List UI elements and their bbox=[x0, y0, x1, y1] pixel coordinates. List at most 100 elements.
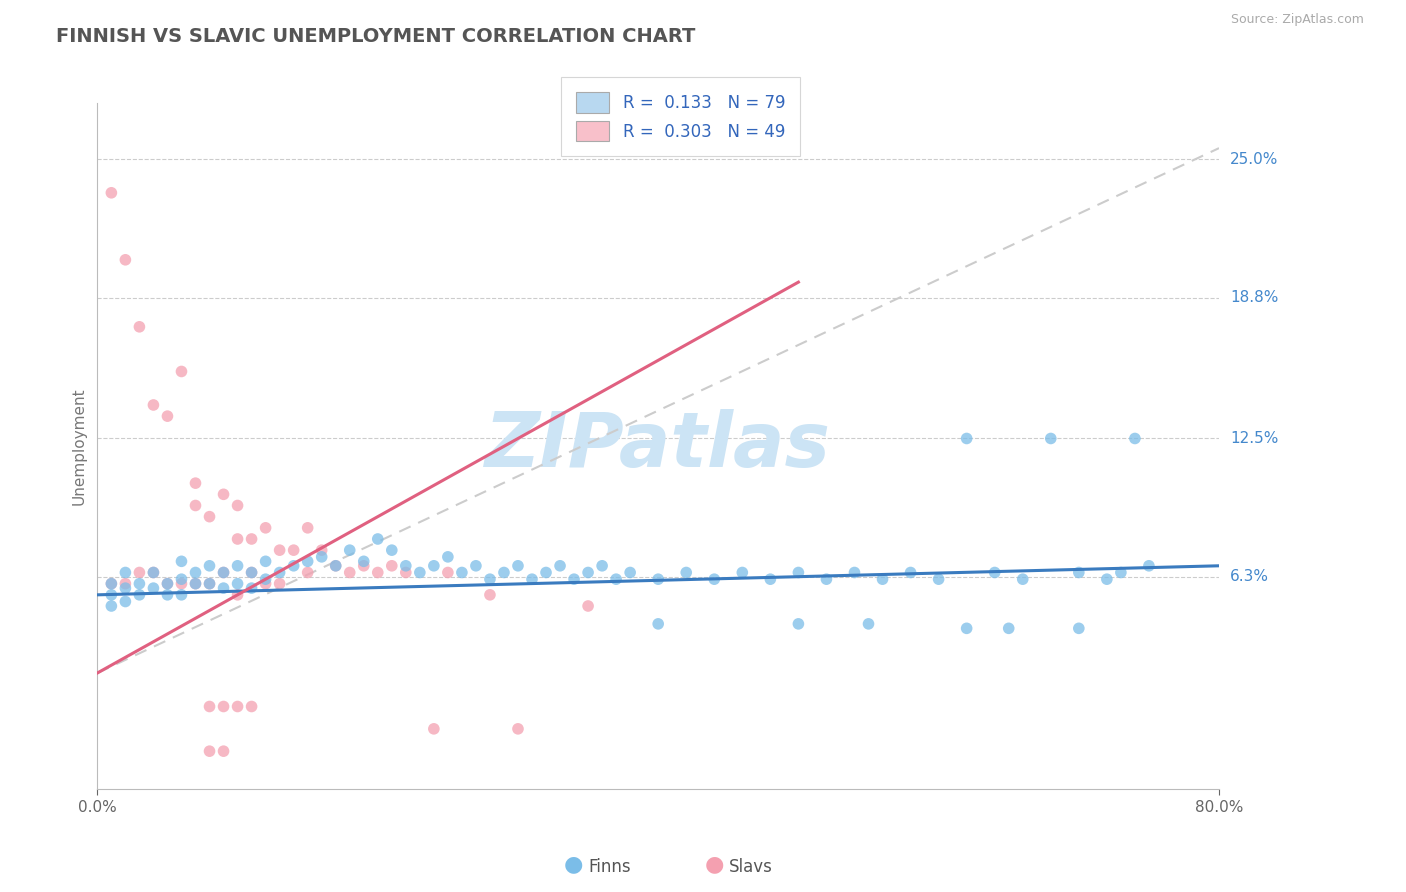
Point bbox=[325, 558, 347, 573]
Point bbox=[156, 588, 179, 602]
Point bbox=[226, 558, 249, 573]
Point bbox=[156, 409, 179, 424]
Point bbox=[170, 364, 193, 378]
Point bbox=[437, 566, 460, 580]
Point bbox=[395, 566, 418, 580]
Point bbox=[731, 566, 754, 580]
Point bbox=[114, 594, 136, 608]
Point bbox=[184, 499, 207, 513]
Point bbox=[787, 616, 810, 631]
Point bbox=[142, 398, 165, 412]
Point bbox=[900, 566, 922, 580]
Point bbox=[353, 558, 375, 573]
Text: Slavs: Slavs bbox=[728, 858, 772, 876]
Text: ●: ● bbox=[704, 855, 724, 874]
Point bbox=[198, 576, 221, 591]
Point bbox=[311, 543, 333, 558]
Point bbox=[254, 521, 277, 535]
Point bbox=[170, 576, 193, 591]
Text: 25.0%: 25.0% bbox=[1230, 152, 1278, 167]
Point bbox=[283, 558, 305, 573]
Point bbox=[548, 558, 571, 573]
Y-axis label: Unemployment: Unemployment bbox=[72, 387, 86, 505]
Text: FINNISH VS SLAVIC UNEMPLOYMENT CORRELATION CHART: FINNISH VS SLAVIC UNEMPLOYMENT CORRELATI… bbox=[56, 27, 696, 45]
Point bbox=[619, 566, 641, 580]
Point bbox=[297, 521, 319, 535]
Point bbox=[858, 616, 880, 631]
Point bbox=[240, 566, 263, 580]
Point bbox=[647, 616, 669, 631]
Point bbox=[198, 699, 221, 714]
Point bbox=[478, 588, 501, 602]
Point bbox=[787, 566, 810, 580]
Point bbox=[1067, 621, 1090, 635]
Point bbox=[184, 576, 207, 591]
Point bbox=[520, 572, 543, 586]
Point bbox=[1109, 566, 1132, 580]
Point bbox=[1137, 558, 1160, 573]
Point bbox=[114, 576, 136, 591]
Point bbox=[283, 543, 305, 558]
Point bbox=[212, 487, 235, 501]
Point bbox=[367, 532, 389, 546]
Point bbox=[114, 252, 136, 267]
Point bbox=[703, 572, 725, 586]
Point bbox=[381, 558, 404, 573]
Point bbox=[409, 566, 432, 580]
Point bbox=[226, 532, 249, 546]
Point bbox=[1067, 566, 1090, 580]
Text: 12.5%: 12.5% bbox=[1230, 431, 1278, 446]
Text: Finns: Finns bbox=[588, 858, 630, 876]
Point bbox=[198, 576, 221, 591]
Point bbox=[100, 588, 122, 602]
Point bbox=[156, 576, 179, 591]
Point bbox=[591, 558, 613, 573]
Point bbox=[269, 543, 291, 558]
Point bbox=[815, 572, 838, 586]
Point bbox=[562, 572, 585, 586]
Point bbox=[997, 621, 1019, 635]
Point bbox=[226, 576, 249, 591]
Point bbox=[212, 581, 235, 595]
Point bbox=[212, 744, 235, 758]
Point bbox=[114, 581, 136, 595]
Point bbox=[451, 566, 474, 580]
Point bbox=[395, 558, 418, 573]
Point bbox=[240, 566, 263, 580]
Point bbox=[142, 566, 165, 580]
Point bbox=[128, 588, 150, 602]
Point bbox=[170, 554, 193, 568]
Point bbox=[142, 581, 165, 595]
Point bbox=[297, 554, 319, 568]
Point bbox=[170, 588, 193, 602]
Point bbox=[226, 499, 249, 513]
Point bbox=[353, 554, 375, 568]
Point bbox=[956, 432, 979, 446]
Point bbox=[506, 558, 529, 573]
Point bbox=[128, 319, 150, 334]
Point bbox=[128, 566, 150, 580]
Point bbox=[478, 572, 501, 586]
Point bbox=[198, 509, 221, 524]
Point bbox=[198, 744, 221, 758]
Point bbox=[128, 576, 150, 591]
Point bbox=[423, 722, 446, 736]
Point bbox=[844, 566, 866, 580]
Point bbox=[240, 699, 263, 714]
Text: ●: ● bbox=[564, 855, 583, 874]
Point bbox=[212, 699, 235, 714]
Point bbox=[156, 576, 179, 591]
Point bbox=[184, 476, 207, 491]
Point bbox=[198, 558, 221, 573]
Point bbox=[1123, 432, 1146, 446]
Point bbox=[100, 576, 122, 591]
Point bbox=[1095, 572, 1118, 586]
Point bbox=[759, 572, 782, 586]
Point bbox=[100, 186, 122, 200]
Point bbox=[212, 566, 235, 580]
Text: Source: ZipAtlas.com: Source: ZipAtlas.com bbox=[1230, 13, 1364, 27]
Point bbox=[254, 576, 277, 591]
Point bbox=[437, 549, 460, 564]
Point bbox=[114, 566, 136, 580]
Point bbox=[423, 558, 446, 573]
